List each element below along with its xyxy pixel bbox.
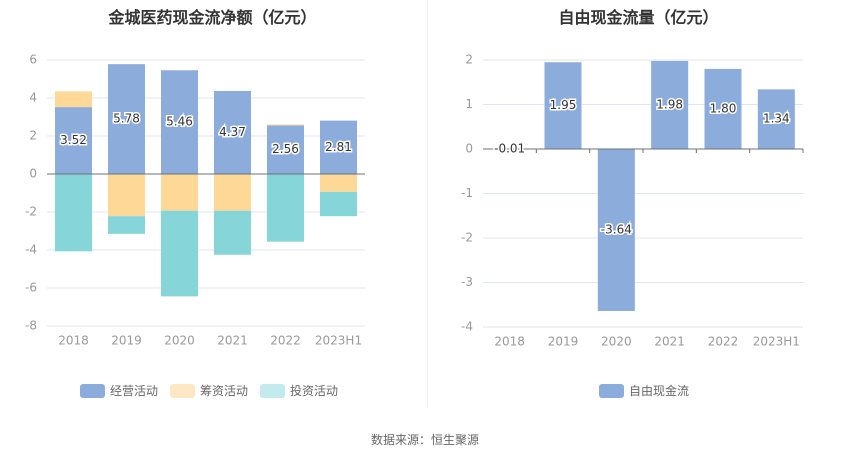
legend-item-operating[interactable]: 经营活动 <box>80 382 158 399</box>
legend-item-financing[interactable]: 筹资活动 <box>170 382 248 399</box>
data-label-free-cash: 1.98 <box>656 97 683 111</box>
legend-label-free-cash: 自由现金流 <box>629 384 690 398</box>
legend-swatch-investing <box>260 383 286 398</box>
x-tick-label: 2023H1 <box>753 335 800 349</box>
bar-operating <box>214 90 251 174</box>
y-tick-label: 2 <box>465 53 473 67</box>
bar-investing <box>214 210 251 255</box>
legend-free-cash-flow: 自由现金流 <box>599 382 701 399</box>
x-tick-label: 2019 <box>111 334 142 348</box>
y-tick-label: -3 <box>461 275 473 289</box>
bar-operating <box>320 120 357 174</box>
bar-financing <box>320 174 357 192</box>
bar-free-cash <box>704 68 742 149</box>
y-tick-label: 0 <box>29 167 37 181</box>
data-label-free-cash: 1.34 <box>763 112 790 126</box>
data-label-free-cash: 1.80 <box>710 101 737 115</box>
bar-financing <box>161 174 198 211</box>
bar-investing <box>320 191 357 217</box>
x-tick-label: 2020 <box>601 335 632 349</box>
bar-financing <box>108 174 145 217</box>
data-label-operating: 2.81 <box>325 140 352 154</box>
bar-investing <box>267 174 304 242</box>
bar-operating <box>267 125 304 174</box>
data-label-operating: 2.56 <box>272 142 299 156</box>
y-tick-label: 0 <box>465 142 473 156</box>
legend-cash-flow: 经营活动 筹资活动 投资活动 <box>80 382 350 399</box>
x-tick-label: 2018 <box>494 335 525 349</box>
y-tick-label: -4 <box>461 320 473 334</box>
bar-investing <box>55 174 92 252</box>
x-tick-label: 2021 <box>654 335 685 349</box>
y-tick-label: -6 <box>25 281 37 295</box>
bar-free-cash <box>757 89 795 149</box>
bar-operating <box>108 64 145 174</box>
bar-financing <box>55 91 92 108</box>
legend-item-investing[interactable]: 投资活动 <box>260 382 338 399</box>
y-tick-label: -2 <box>25 205 37 219</box>
data-label-operating: 3.52 <box>60 133 87 147</box>
data-label-free-cash: 1.95 <box>550 98 577 112</box>
y-tick-label: -2 <box>461 231 473 245</box>
x-tick-label: 2019 <box>548 335 579 349</box>
legend-label-financing: 筹资活动 <box>200 384 249 398</box>
chart-title-free-cash-flow: 自由现金流量（亿元） <box>558 8 719 27</box>
bar-operating <box>161 70 198 174</box>
y-tick-label: 2 <box>29 129 37 143</box>
x-tick-label: 2021 <box>217 334 248 348</box>
data-label-free-cash: -0.01 <box>494 142 525 156</box>
bar-financing <box>214 174 251 211</box>
bar-financing <box>267 124 304 126</box>
bar-investing <box>108 216 145 234</box>
legend-swatch-financing <box>170 383 196 398</box>
bar-investing <box>161 210 198 297</box>
bar-free-cash <box>651 60 689 149</box>
data-source-note: 数据来源：恒生聚源 <box>370 433 479 447</box>
chart-title-cash-flow: 金城医药现金流净额（亿元） <box>108 8 317 27</box>
x-tick-label: 2018 <box>58 334 89 348</box>
x-tick-label: 2022 <box>708 335 739 349</box>
x-tick-label: 2023H1 <box>315 334 362 348</box>
y-tick-label: 4 <box>29 91 37 105</box>
y-tick-label: 6 <box>29 53 37 67</box>
y-tick-label: -1 <box>461 186 473 200</box>
x-tick-label: 2020 <box>164 334 195 348</box>
legend-swatch-free-cash <box>599 383 624 398</box>
panel-divider <box>427 0 428 408</box>
bar-operating <box>55 107 92 174</box>
legend-label-investing: 投资活动 <box>290 384 339 398</box>
bar-free-cash <box>544 62 582 149</box>
legend-swatch-operating <box>80 383 105 398</box>
x-tick-label: 2022 <box>270 334 301 348</box>
data-label-free-cash: -3.64 <box>601 222 632 236</box>
data-label-operating: 4.37 <box>219 125 246 139</box>
y-tick-label: -8 <box>25 319 37 333</box>
bar-free-cash <box>597 149 635 311</box>
y-tick-label: -4 <box>25 243 37 257</box>
data-label-operating: 5.46 <box>166 115 193 129</box>
legend-item-free-cash[interactable]: 自由现金流 <box>599 382 689 399</box>
legend-label-operating: 经营活动 <box>110 384 159 398</box>
y-tick-label: 1 <box>465 97 473 111</box>
data-label-operating: 5.78 <box>113 112 140 126</box>
